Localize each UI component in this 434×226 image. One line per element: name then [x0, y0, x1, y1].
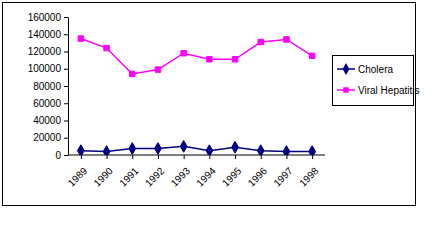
x-tick-mark: [132, 155, 133, 159]
y-tick: 40000: [33, 115, 68, 126]
y-tick-mark: [64, 17, 68, 18]
series-marker: [309, 53, 314, 58]
y-tick-label: 80000: [33, 81, 61, 92]
x-tick: 1990: [91, 155, 115, 189]
y-tick-label: 60000: [33, 98, 61, 109]
y-tick: 60000: [33, 98, 68, 109]
x-tick-mark: [184, 155, 185, 159]
y-axis: 0 20000 40000 60000 80000 100000 120000 140000 1…: [28, 12, 69, 161]
series-marker: [257, 145, 264, 155]
y-axis-line: [68, 18, 69, 156]
series-marker: [130, 71, 135, 76]
y-tick-mark: [64, 86, 68, 87]
x-tick: 1993: [169, 155, 193, 189]
y-tick-mark: [64, 103, 68, 104]
series-marker: [207, 57, 212, 62]
x-tick-label: 1989: [66, 165, 90, 189]
y-tick-label: 40000: [33, 115, 61, 126]
y-tick-mark: [64, 34, 68, 35]
series-marker: [284, 37, 289, 42]
x-tick-mark: [235, 155, 236, 159]
x-tick-mark: [81, 155, 82, 159]
legend: Cholera Viral Hepatitis: [333, 56, 420, 106]
y-tick-mark: [64, 155, 68, 156]
y-tick-mark: [64, 121, 68, 122]
series-marker: [232, 57, 237, 62]
y-tick: 20000: [33, 132, 68, 143]
x-tick: 1997: [271, 155, 295, 189]
y-tick-label: 120000: [28, 46, 62, 57]
y-tick: 120000: [28, 46, 68, 57]
series-line: [81, 39, 312, 74]
y-tick-label: 100000: [28, 63, 62, 74]
x-tick-mark: [158, 155, 159, 159]
y-tick-label: 20000: [33, 132, 61, 143]
series: [78, 36, 315, 77]
x-tick: 1989: [66, 155, 90, 189]
x-tick-label: 1993: [169, 165, 193, 189]
legend-label: Viral Hepatitis: [358, 85, 420, 96]
x-tick: 1991: [117, 155, 141, 189]
x-tick-label: 1998: [297, 165, 321, 189]
x-axis: 1989199019911992199319941995199619971998: [66, 155, 325, 189]
series-marker: [283, 146, 290, 155]
x-tick: 1994: [194, 155, 218, 189]
y-tick: 140000: [28, 29, 68, 40]
x-tick: 1995: [220, 155, 244, 189]
series-marker: [104, 45, 109, 50]
series-marker: [258, 39, 263, 44]
x-tick: 1996: [246, 155, 270, 189]
series-marker: [180, 140, 187, 152]
legend-marker: [343, 87, 348, 92]
x-tick: 1992: [143, 155, 167, 189]
series-marker: [78, 36, 83, 41]
y-tick: 160000: [28, 12, 68, 23]
plot-area: [77, 36, 315, 155]
x-tick: 1998: [297, 155, 321, 189]
legend-box: [333, 56, 414, 106]
x-tick-label: 1996: [246, 165, 270, 189]
x-tick-mark: [107, 155, 108, 159]
y-tick-label: 140000: [28, 29, 62, 40]
series-marker: [232, 141, 239, 153]
x-tick-label: 1990: [91, 165, 115, 189]
chart-frame: [3, 3, 416, 206]
series-line: [81, 146, 312, 151]
chart: 0 20000 40000 60000 80000 100000 120000 140000 1…: [0, 0, 434, 226]
y-tick-label: 160000: [28, 12, 62, 23]
y-tick-mark: [64, 69, 68, 70]
x-tick-label: 1991: [117, 165, 141, 189]
series-marker: [181, 50, 186, 55]
x-tick-mark: [209, 155, 210, 159]
y-tick-mark: [64, 52, 68, 53]
y-tick-mark: [64, 138, 68, 139]
y-tick: 100000: [28, 63, 68, 74]
series: [77, 140, 315, 155]
x-tick-label: 1994: [194, 165, 218, 189]
x-tick-mark: [312, 155, 313, 159]
legend-label: Cholera: [358, 64, 393, 75]
series-marker: [155, 67, 160, 72]
series-marker: [155, 143, 162, 155]
series-marker: [309, 146, 316, 155]
x-tick-mark: [286, 155, 287, 159]
x-tick-label: 1997: [271, 165, 295, 189]
series-marker: [77, 145, 84, 155]
series-marker: [206, 145, 213, 155]
y-tick: 0: [55, 150, 68, 161]
y-tick: 80000: [33, 81, 68, 92]
x-tick-label: 1992: [143, 165, 167, 189]
x-tick-mark: [261, 155, 262, 159]
x-tick-label: 1995: [220, 165, 244, 189]
series-marker: [129, 143, 136, 155]
series-marker: [103, 146, 110, 155]
legend-marker: [343, 63, 350, 75]
y-tick-label: 0: [55, 150, 61, 161]
